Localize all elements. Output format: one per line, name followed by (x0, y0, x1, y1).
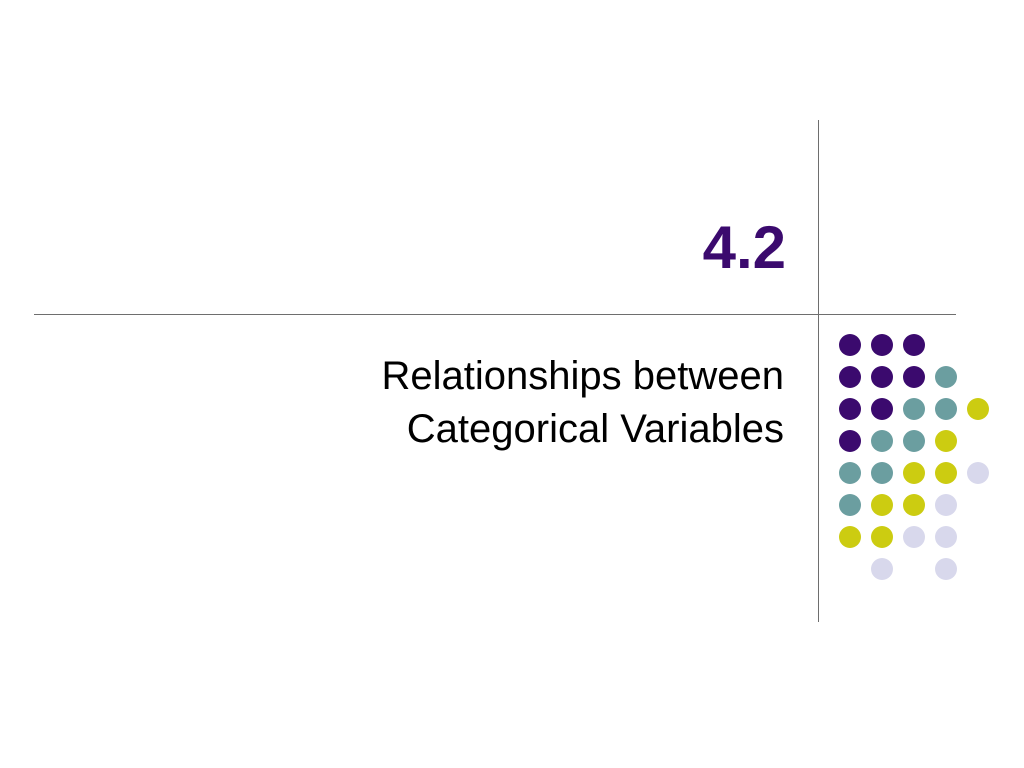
purple-dot (839, 334, 861, 356)
subtitle-line-1: Relationships between (381, 354, 784, 398)
purple-dot (839, 366, 861, 388)
yellow-dot (871, 526, 893, 548)
vertical-divider (818, 120, 819, 622)
slide-subtitle: Relationships between Categorical Variab… (382, 350, 784, 456)
teal-dot (903, 430, 925, 452)
yellow-dot (839, 526, 861, 548)
teal-dot (935, 398, 957, 420)
purple-dot (839, 398, 861, 420)
teal-dot (839, 462, 861, 484)
lavender-dot (903, 526, 925, 548)
yellow-dot (871, 494, 893, 516)
yellow-dot (903, 462, 925, 484)
teal-dot (903, 398, 925, 420)
teal-dot (871, 430, 893, 452)
purple-dot (871, 334, 893, 356)
purple-dot (903, 366, 925, 388)
yellow-dot (935, 430, 957, 452)
teal-dot (935, 366, 957, 388)
teal-dot (839, 494, 861, 516)
yellow-dot (903, 494, 925, 516)
teal-dot (871, 462, 893, 484)
slide-title: 4.2 (702, 214, 786, 281)
yellow-dot (935, 462, 957, 484)
lavender-dot (935, 526, 957, 548)
lavender-dot (935, 494, 957, 516)
purple-dot (871, 366, 893, 388)
lavender-dot (967, 462, 989, 484)
yellow-dot (967, 398, 989, 420)
subtitle-line-2: Categorical Variables (406, 407, 784, 451)
lavender-dot (935, 558, 957, 580)
lavender-dot (871, 558, 893, 580)
purple-dot (871, 398, 893, 420)
purple-dot (839, 430, 861, 452)
purple-dot (903, 334, 925, 356)
horizontal-divider (34, 314, 956, 315)
